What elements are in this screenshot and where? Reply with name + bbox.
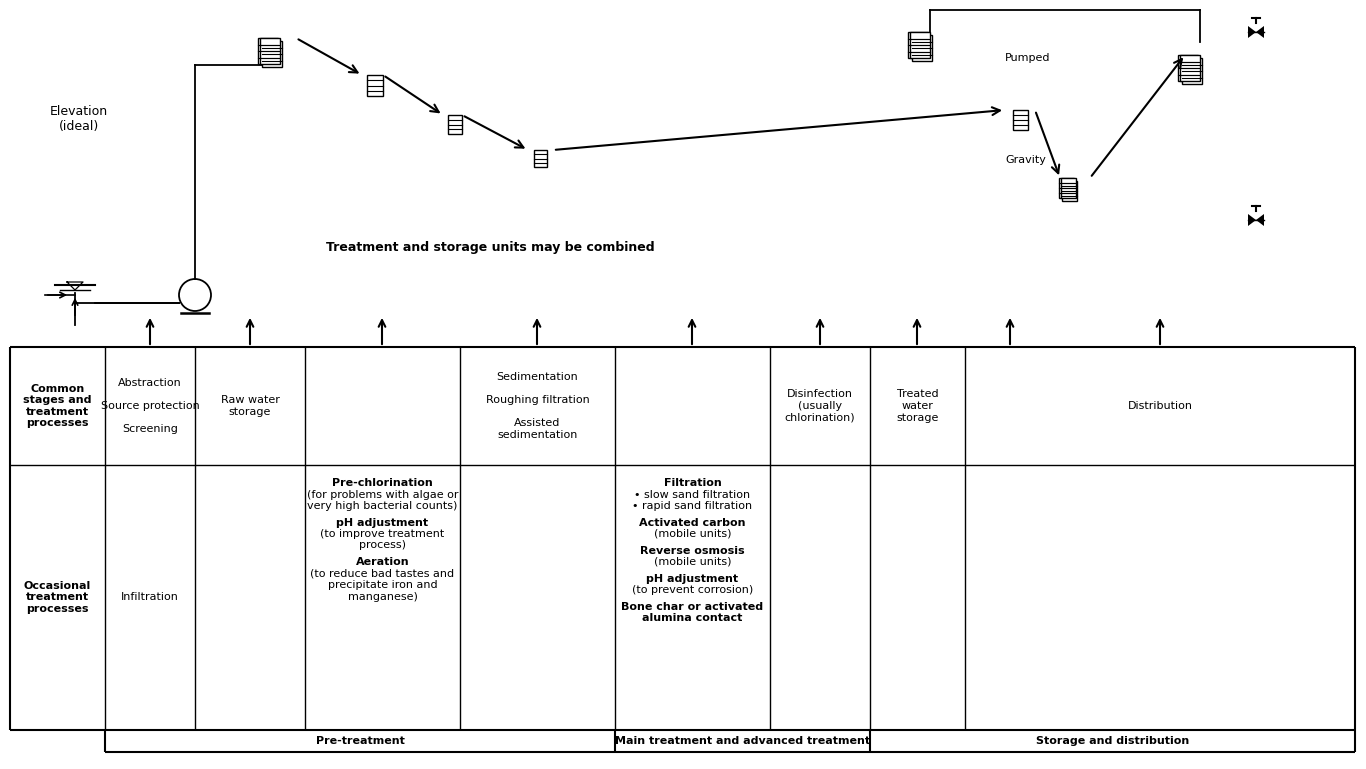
Bar — [1060, 178, 1075, 198]
Bar — [367, 75, 382, 96]
Bar — [262, 41, 281, 67]
Text: Activated carbon: Activated carbon — [639, 518, 746, 528]
Text: Elevation
(ideal): Elevation (ideal) — [51, 105, 108, 133]
Text: Bone char or activated: Bone char or activated — [622, 601, 764, 611]
Text: • slow sand filtration: • slow sand filtration — [634, 490, 750, 500]
Text: Sedimentation

Roughing filtration

Assisted
sedimentation: Sedimentation Roughing filtration Assist… — [486, 372, 589, 440]
Text: (to reduce bad tastes and: (to reduce bad tastes and — [310, 568, 455, 578]
Text: Reverse osmosis: Reverse osmosis — [641, 545, 744, 555]
Text: Occasional
treatment
processes: Occasional treatment processes — [23, 581, 92, 614]
Text: Disinfection
(usually
chlorination): Disinfection (usually chlorination) — [784, 389, 855, 423]
Text: (for problems with algae or: (for problems with algae or — [307, 490, 458, 500]
Polygon shape — [1255, 26, 1264, 38]
Text: Pre-chlorination: Pre-chlorination — [332, 478, 433, 488]
Text: Treatment and storage units may be combined: Treatment and storage units may be combi… — [325, 241, 654, 255]
Bar — [1182, 58, 1202, 84]
Text: pH adjustment: pH adjustment — [646, 574, 739, 584]
Text: Pre-treatment: Pre-treatment — [316, 736, 404, 746]
Text: Main treatment and advanced treatment: Main treatment and advanced treatment — [615, 736, 870, 746]
Text: Filtration: Filtration — [664, 478, 721, 488]
Text: manganese): manganese) — [347, 591, 418, 601]
Text: Raw water
storage: Raw water storage — [220, 395, 280, 417]
Text: Infiltration: Infiltration — [122, 592, 179, 602]
Text: Gravity: Gravity — [1005, 155, 1046, 165]
Bar — [908, 32, 928, 58]
Text: process): process) — [359, 541, 406, 551]
Text: alumina contact: alumina contact — [642, 613, 743, 623]
Text: Common
stages and
treatment
processes: Common stages and treatment processes — [23, 384, 92, 428]
Text: precipitate iron and: precipitate iron and — [328, 580, 437, 590]
Bar — [534, 150, 546, 167]
Text: very high bacterial counts): very high bacterial counts) — [307, 501, 458, 511]
Text: (to prevent corrosion): (to prevent corrosion) — [632, 585, 753, 595]
Text: Storage and distribution: Storage and distribution — [1035, 736, 1190, 746]
Text: (to improve treatment: (to improve treatment — [321, 529, 444, 539]
Bar — [1061, 181, 1076, 201]
Text: Pumped: Pumped — [1005, 53, 1050, 63]
Text: pH adjustment: pH adjustment — [336, 518, 429, 528]
Bar — [912, 35, 932, 61]
Text: • rapid sand filtration: • rapid sand filtration — [632, 501, 753, 511]
Bar — [1177, 55, 1198, 81]
Polygon shape — [1249, 26, 1255, 38]
Text: (mobile units): (mobile units) — [654, 557, 731, 567]
Polygon shape — [1255, 214, 1264, 226]
Bar — [448, 115, 462, 134]
Text: Distribution: Distribution — [1127, 401, 1193, 411]
Bar — [260, 38, 280, 64]
Bar — [910, 32, 930, 58]
Text: Abstraction

Source protection

Screening: Abstraction Source protection Screening — [101, 378, 199, 434]
Polygon shape — [1249, 214, 1255, 226]
Bar — [1012, 110, 1027, 130]
Text: (mobile units): (mobile units) — [654, 529, 731, 539]
Bar — [1180, 55, 1199, 81]
Text: Treated
water
storage: Treated water storage — [896, 389, 938, 423]
Text: Aeration: Aeration — [355, 557, 410, 567]
Bar — [258, 38, 279, 64]
Bar — [1059, 178, 1074, 198]
